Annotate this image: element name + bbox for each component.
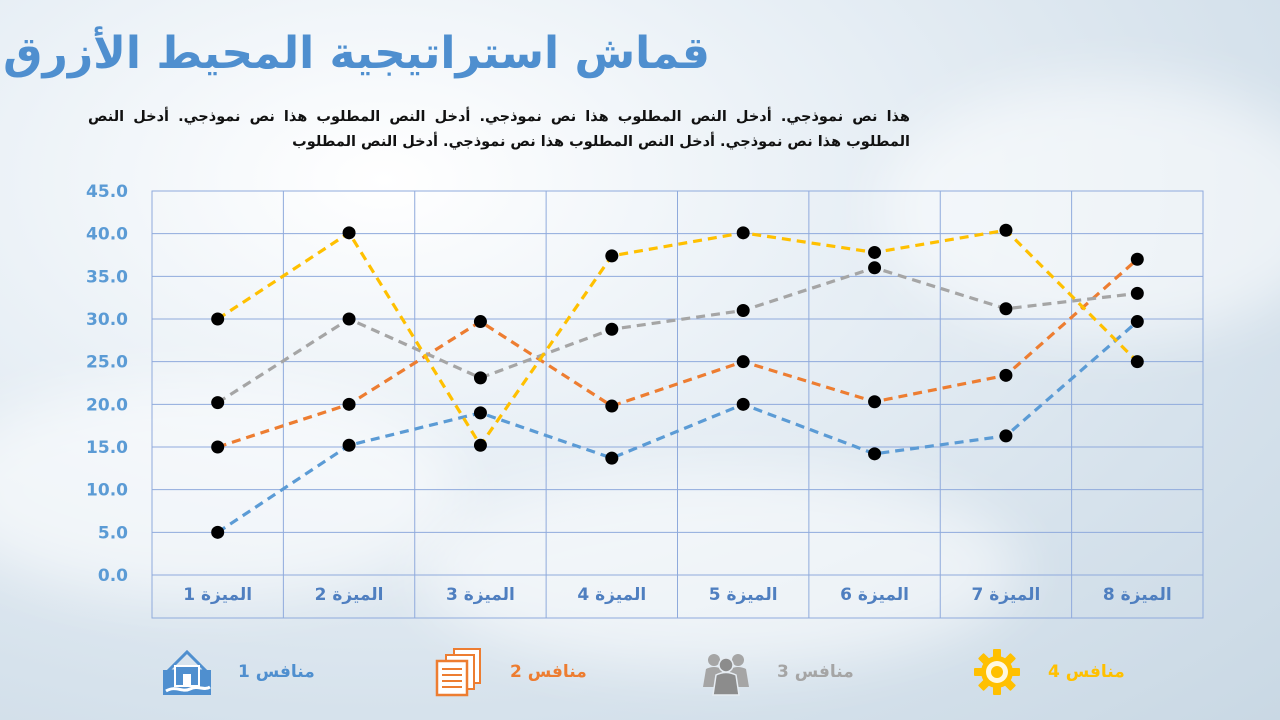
y-tick-label: 30.0 xyxy=(86,310,128,330)
data-point xyxy=(999,429,1013,443)
data-point xyxy=(736,303,750,317)
data-point xyxy=(868,395,882,409)
legend-label: منافس 3 xyxy=(777,662,854,682)
data-point xyxy=(211,396,225,410)
data-point xyxy=(1130,286,1144,300)
legend-label: منافس 4 xyxy=(1048,662,1125,682)
data-point xyxy=(999,368,1013,382)
y-tick-label: 0.0 xyxy=(98,566,128,586)
series-points xyxy=(211,223,1144,539)
home-icon xyxy=(163,649,211,695)
x-tick-label: الميزة 2 xyxy=(315,585,384,605)
data-point xyxy=(736,397,750,411)
y-tick-label: 15.0 xyxy=(86,438,128,458)
background-cloud xyxy=(420,470,1020,670)
y-tick-label: 20.0 xyxy=(86,395,128,415)
x-tick-label: الميزة 1 xyxy=(183,585,252,605)
data-point xyxy=(1130,355,1144,369)
data-point xyxy=(342,226,356,240)
data-point xyxy=(999,223,1013,237)
y-tick-label: 40.0 xyxy=(86,225,128,245)
data-point xyxy=(605,249,619,263)
data-point xyxy=(211,440,225,454)
data-point xyxy=(605,399,619,413)
x-tick-label: الميزة 6 xyxy=(840,585,909,605)
data-point xyxy=(473,315,487,329)
y-tick-label: 45.0 xyxy=(86,182,128,202)
data-point xyxy=(1130,315,1144,329)
legend-item-2: منافس 2 xyxy=(434,647,587,697)
data-point xyxy=(605,451,619,465)
data-point xyxy=(342,438,356,452)
data-point xyxy=(1130,252,1144,266)
background-cloud xyxy=(880,80,1280,340)
data-point xyxy=(736,226,750,240)
data-point xyxy=(473,371,487,385)
data-point xyxy=(342,397,356,411)
series-line xyxy=(216,320,1139,534)
x-tick-label: الميزة 7 xyxy=(971,585,1040,605)
documents-icon xyxy=(435,648,481,697)
data-point xyxy=(605,322,619,336)
y-tick-label: 35.0 xyxy=(86,267,128,287)
data-point xyxy=(342,312,356,326)
page-title: قماش استراتيجية المحيط الأزرق xyxy=(3,28,710,79)
legend-item-1: منافس 1 xyxy=(162,647,315,697)
data-point xyxy=(473,438,487,452)
y-tick-label: 10.0 xyxy=(86,481,128,501)
x-tick-label: الميزة 8 xyxy=(1103,585,1172,605)
legend-label: منافس 2 xyxy=(510,662,587,682)
series-line xyxy=(216,228,1139,447)
group-icon xyxy=(703,654,749,696)
series-line xyxy=(217,258,1139,449)
series-lines xyxy=(216,228,1139,534)
data-point xyxy=(211,312,225,326)
data-point xyxy=(211,525,225,539)
data-point xyxy=(999,302,1013,316)
chart-grid xyxy=(151,190,1204,619)
page-subtitle: هذا نص نموذجي. أدخل النص المطلوب هذا نص … xyxy=(88,109,910,150)
x-tick-label: الميزة 5 xyxy=(709,585,778,605)
data-point xyxy=(868,261,882,275)
gear-icon xyxy=(974,649,1020,695)
legend-label: منافس 1 xyxy=(238,662,315,682)
data-point xyxy=(868,447,882,461)
y-tick-label: 25.0 xyxy=(86,353,128,373)
legend-item-3: منافس 3 xyxy=(701,647,854,697)
data-point xyxy=(473,406,487,420)
x-tick-label: الميزة 4 xyxy=(577,585,646,605)
y-tick-label: 5.0 xyxy=(98,523,128,543)
y-axis-ticks: 0.0 5.0 10.0 15.0 20.0 25.0 30.0 35.0 40.0 45.0 xyxy=(86,182,128,586)
data-point xyxy=(868,245,882,259)
data-point xyxy=(736,355,750,369)
series-line xyxy=(216,266,1138,404)
legend-item-4: منافس 4 xyxy=(972,647,1125,697)
x-axis-ticks: الميزة 1 الميزة 2 الميزة 3 الميزة 4 الميزة 5… xyxy=(183,585,1172,605)
x-tick-label: الميزة 3 xyxy=(446,585,515,605)
